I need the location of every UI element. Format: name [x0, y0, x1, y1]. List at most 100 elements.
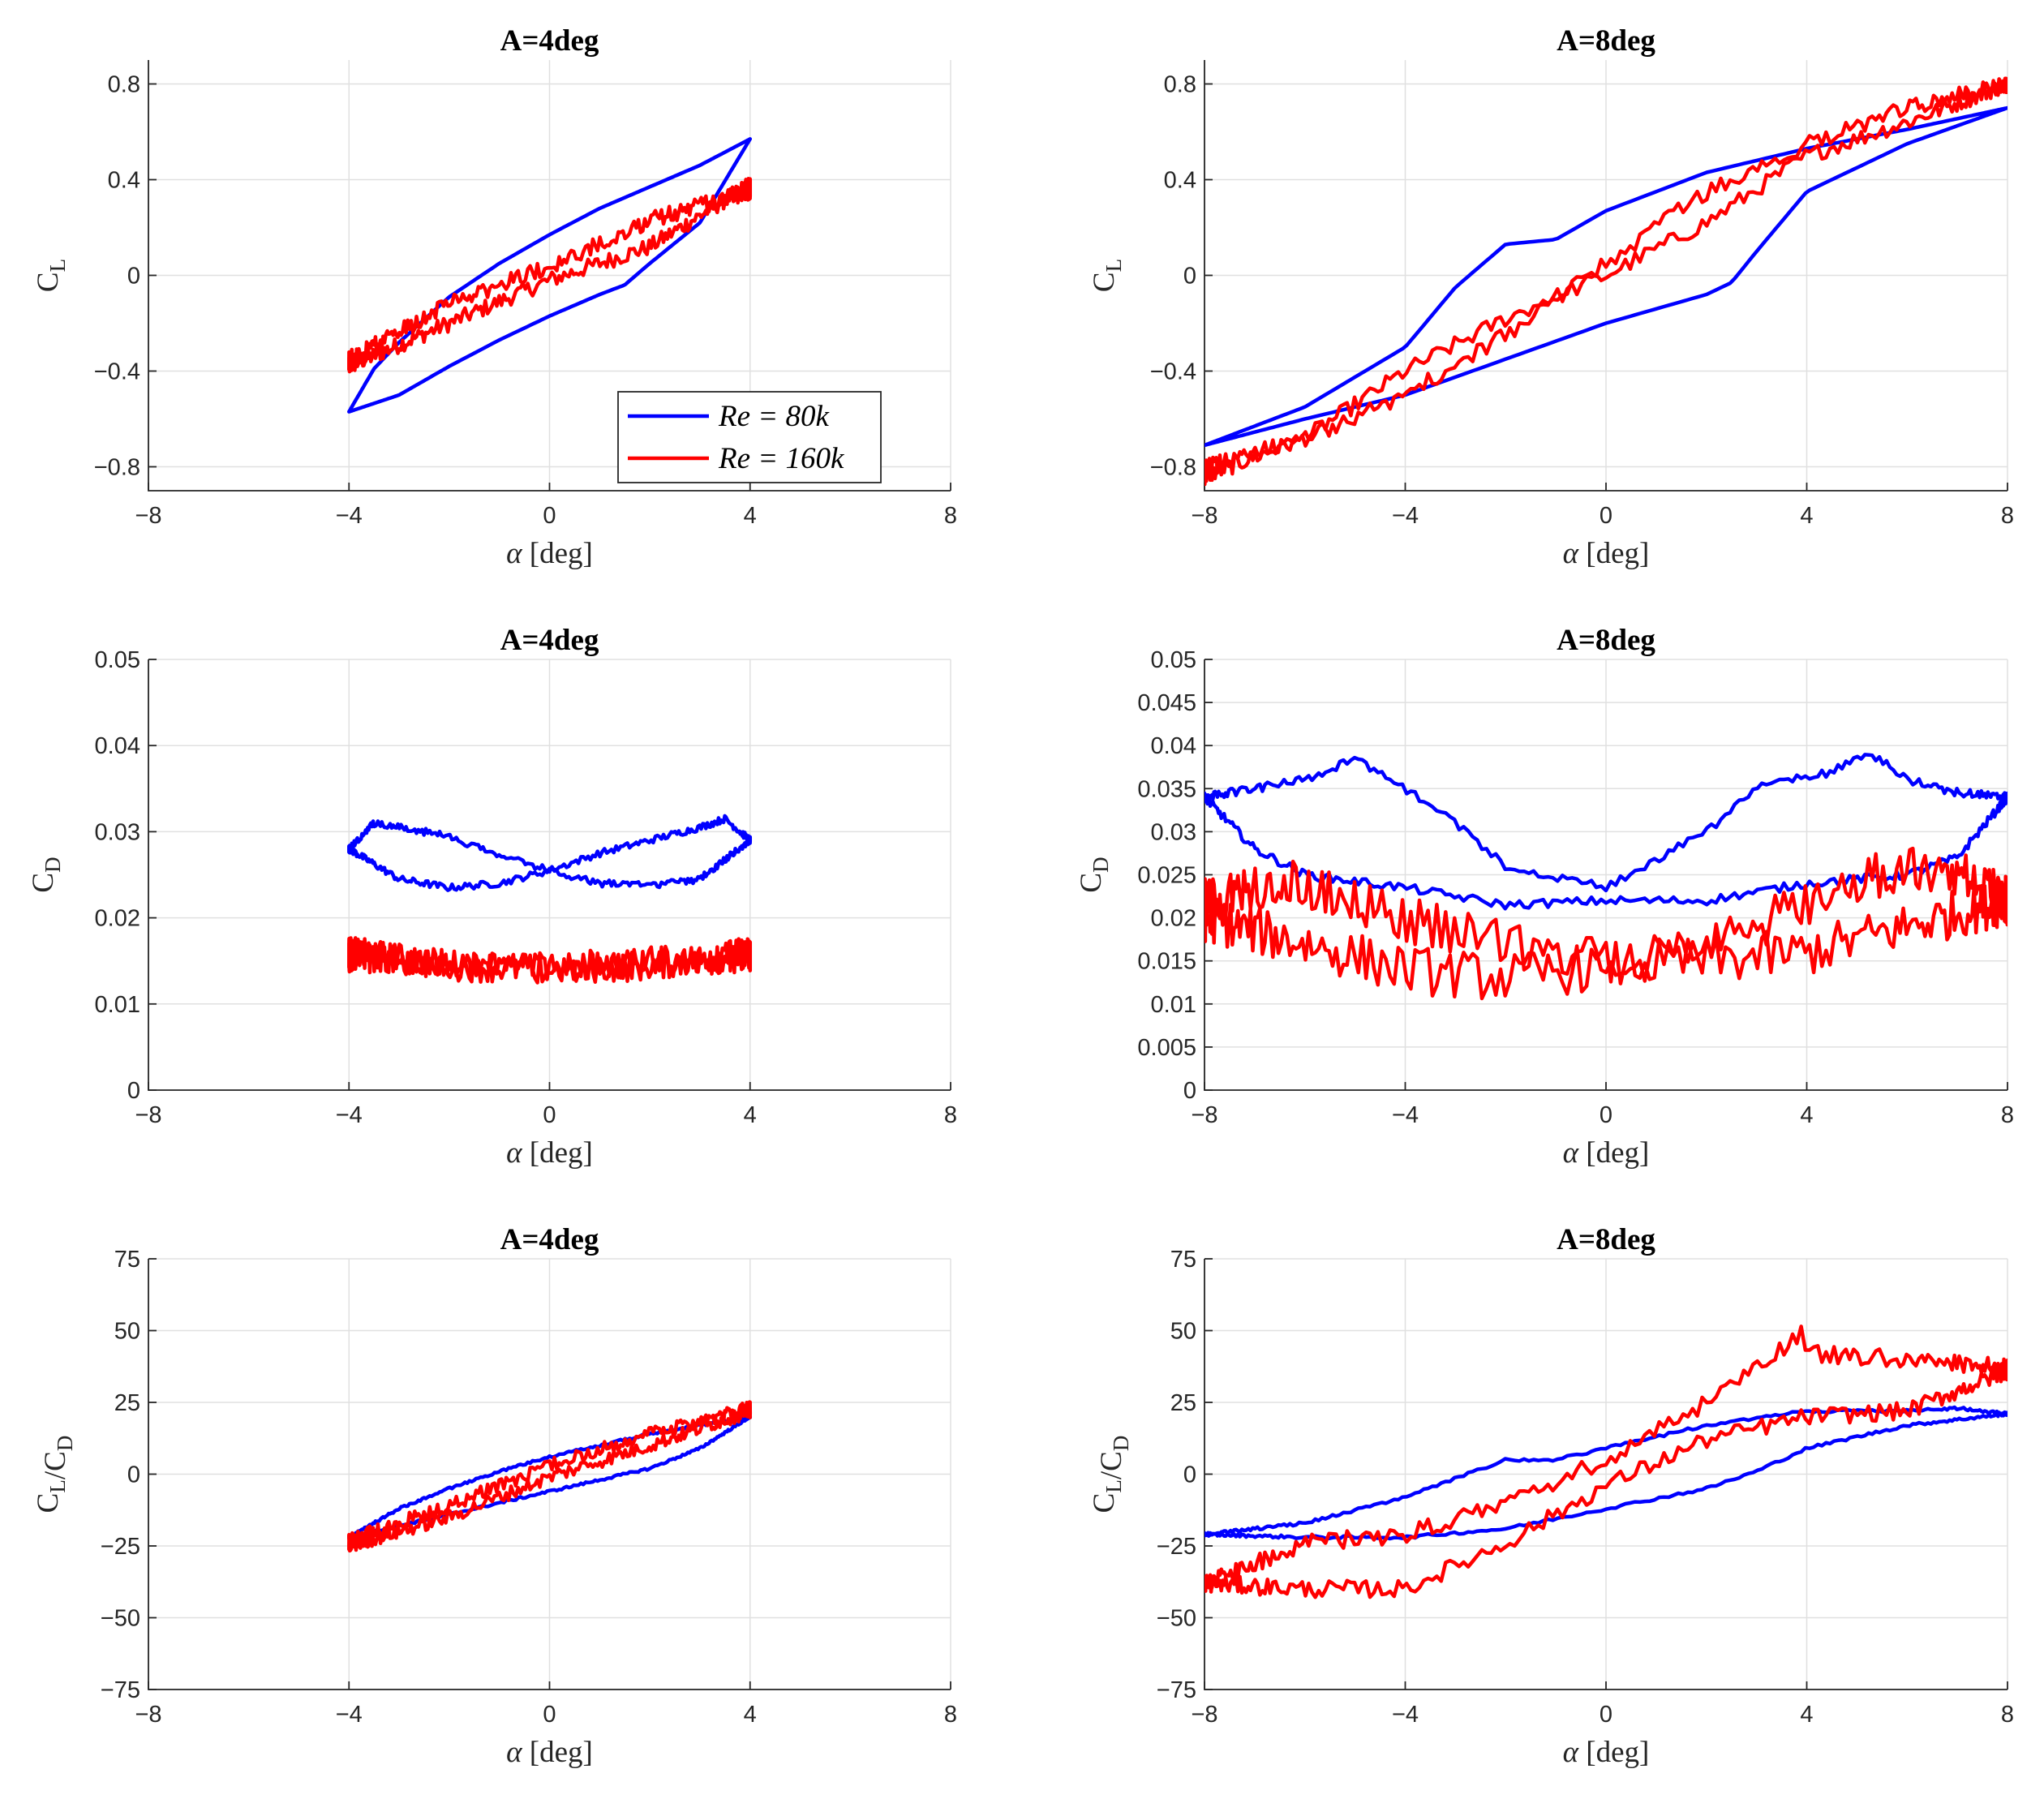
y-tick-label: 0.02	[95, 906, 140, 932]
panel-cl_a8: −8 −4 0 4 8 −0.8 −0.4 0 0.4 0.8 A=8deg α [deg] CL	[1088, 24, 2014, 570]
y-tick-label: −0.4	[94, 359, 140, 385]
x-tick-label: 0	[1600, 503, 1612, 529]
series-line-re160k	[347, 1400, 753, 1553]
series-line-re160k	[347, 936, 753, 985]
y-tick-label: 0	[1183, 1078, 1196, 1104]
x-tick-label: −4	[1392, 503, 1419, 529]
x-tick-label: −8	[1191, 1702, 1217, 1728]
y-tick-label: −50	[101, 1606, 140, 1632]
y-tick-label: 0.02	[1151, 906, 1196, 932]
y-tick-label: −25	[1157, 1534, 1196, 1560]
x-tick-label: 4	[1800, 1102, 1813, 1128]
series-line-re80k	[347, 814, 753, 892]
series-line-re160k	[1204, 1325, 2008, 1599]
y-tick-label: 0.05	[1151, 647, 1196, 673]
x-tick-label: 8	[2001, 503, 2014, 529]
y-tick-label: 0.03	[1151, 819, 1196, 845]
x-tick-label: 4	[1800, 503, 1813, 529]
y-axis-label: CL/CD	[32, 1436, 77, 1513]
x-tick-label: 0	[543, 503, 556, 529]
y-tick-label: 0.045	[1137, 690, 1196, 716]
y-tick-label: 0.04	[95, 733, 140, 759]
x-axis-label: α [deg]	[506, 537, 593, 570]
x-tick-label: 8	[944, 1702, 957, 1728]
y-tick-label: 0.4	[1164, 168, 1196, 194]
legend-label: Re = 80k	[718, 400, 829, 433]
x-tick-label: −8	[135, 1702, 161, 1728]
y-tick-label: 25	[114, 1390, 140, 1416]
y-tick-label: −75	[101, 1677, 140, 1703]
x-tick-label: −8	[1191, 1102, 1217, 1128]
x-tick-label: 0	[543, 1702, 556, 1728]
y-tick-label: −0.8	[1150, 455, 1196, 481]
panel-cl_a4: −8 −4 0 4 8 −0.8 −0.4 0 0.4 0.8 A=4deg α [deg] CL Re …	[32, 24, 957, 570]
x-tick-label: 4	[1800, 1702, 1813, 1728]
y-tick-label: 0.015	[1137, 949, 1196, 975]
series-line-re160k	[1204, 76, 2008, 487]
x-tick-label: −8	[135, 503, 161, 529]
x-tick-label: 4	[744, 503, 757, 529]
y-axis-label: CL	[32, 259, 70, 292]
y-axis-label: CL/CD	[1088, 1436, 1133, 1513]
y-tick-label: 0.8	[1164, 72, 1196, 98]
x-tick-label: −4	[336, 503, 363, 529]
x-tick-label: 4	[744, 1702, 757, 1728]
panel-ld_a8: −8 −4 0 4 8 −75 −50 −25 0 25 50 75 A=8deg α [deg] CL/C…	[1088, 1223, 2014, 1769]
y-tick-label: 0.01	[95, 992, 140, 1018]
y-tick-label: −0.8	[94, 455, 140, 481]
y-axis-label: CD	[27, 857, 65, 892]
y-tick-label: 0.03	[95, 819, 140, 845]
y-tick-label: 0.025	[1137, 863, 1196, 889]
y-axis-label: CD	[1075, 857, 1113, 892]
x-tick-label: −4	[336, 1702, 363, 1728]
x-tick-label: 8	[2001, 1102, 2014, 1128]
series-line-re160k	[1204, 846, 2008, 1001]
series-line-re80k	[1204, 753, 2008, 911]
y-tick-label: 0	[1183, 1462, 1196, 1488]
x-tick-label: −4	[1392, 1702, 1419, 1728]
y-tick-label: 50	[1170, 1319, 1196, 1345]
y-tick-label: 50	[114, 1319, 140, 1345]
series-line-re160k	[347, 177, 753, 374]
legend-label: Re = 160k	[718, 442, 844, 475]
x-axis-label: α [deg]	[506, 1736, 593, 1769]
x-tick-label: 0	[543, 1102, 556, 1128]
chart-title: A=4deg	[500, 24, 599, 58]
y-tick-label: 75	[1170, 1247, 1196, 1273]
y-tick-label: 0.05	[95, 647, 140, 673]
series-group	[347, 814, 753, 985]
y-tick-label: −50	[1157, 1606, 1196, 1632]
y-tick-label: −75	[1157, 1677, 1196, 1703]
series-group	[1204, 1325, 2008, 1599]
panel-ld_a4: −8 −4 0 4 8 −75 −50 −25 0 25 50 75 A=4deg α [deg] CL/C…	[32, 1223, 957, 1769]
y-tick-label: 25	[1170, 1390, 1196, 1416]
chart-title: A=8deg	[1557, 624, 1655, 657]
x-tick-label: 8	[944, 1102, 957, 1128]
y-axis-label: CL	[1088, 259, 1126, 292]
series-group	[347, 137, 753, 414]
y-tick-label: 0	[127, 1462, 140, 1488]
y-tick-label: −0.4	[1150, 359, 1196, 385]
y-tick-label: 0.005	[1137, 1035, 1196, 1061]
legend: Re = 80k Re = 160k	[617, 391, 882, 483]
x-tick-label: −4	[336, 1102, 363, 1128]
y-tick-label: 0.4	[108, 168, 140, 194]
y-tick-label: 0.01	[1151, 992, 1196, 1018]
series-group	[347, 1400, 753, 1553]
y-tick-label: 75	[114, 1247, 140, 1273]
y-tick-label: 0.04	[1151, 733, 1196, 759]
x-tick-label: −8	[1191, 503, 1217, 529]
legend-box	[617, 391, 882, 483]
x-axis-label: α [deg]	[1563, 1736, 1650, 1769]
chart-title: A=4deg	[500, 1223, 599, 1256]
y-tick-label: −25	[101, 1534, 140, 1560]
x-axis-label: α [deg]	[1563, 1136, 1650, 1170]
y-tick-label: 0	[127, 264, 140, 290]
y-tick-label: 0	[127, 1078, 140, 1104]
series-group	[1204, 753, 2008, 1001]
x-tick-label: 4	[744, 1102, 757, 1128]
x-tick-label: 0	[1600, 1102, 1612, 1128]
x-tick-label: 8	[944, 503, 957, 529]
series-line-re80k	[347, 137, 753, 414]
